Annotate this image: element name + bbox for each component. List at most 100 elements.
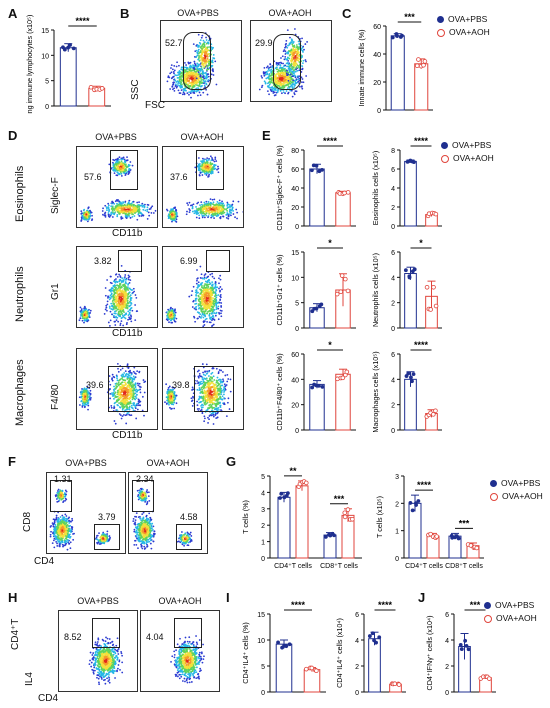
event-dot [137, 389, 140, 391]
event-dot [201, 297, 204, 300]
event-dot [260, 86, 263, 89]
event-dot [287, 73, 290, 76]
event-dot [178, 79, 181, 82]
event-dot [123, 414, 125, 416]
event-dot [200, 201, 203, 204]
event-dot [205, 170, 208, 173]
event-dot [80, 395, 83, 398]
legend-e: OVA+PBS OVA+AOH [441, 140, 494, 163]
event-dot [196, 213, 198, 216]
event-dot [128, 164, 130, 167]
event-dot [220, 312, 222, 315]
event-dot [122, 391, 125, 394]
event-dot [205, 159, 208, 162]
legend-aoh-marker [437, 28, 445, 37]
event-dot [141, 202, 144, 205]
event-dot [125, 323, 128, 326]
event-dot [283, 76, 285, 79]
event-dot [113, 165, 116, 168]
event-dot [118, 280, 121, 283]
event-dot [121, 164, 124, 167]
event-dot [210, 209, 213, 212]
event-dot [121, 367, 124, 370]
event-dot [136, 393, 138, 396]
event-dot [119, 394, 122, 397]
event-dot [129, 378, 132, 381]
event-dot [282, 77, 284, 80]
event-dot [121, 415, 124, 418]
event-dot [195, 83, 197, 86]
panel-letter-c: C [342, 6, 352, 21]
event-dot [296, 59, 299, 62]
event-dot [116, 202, 118, 205]
event-dot [214, 314, 217, 317]
event-dot [285, 42, 287, 45]
event-dot [127, 310, 130, 313]
event-dot [204, 53, 207, 56]
event-dot [136, 210, 139, 213]
event-dot [126, 159, 129, 162]
event-dot [113, 292, 116, 295]
event-dot [188, 91, 191, 94]
event-dot [81, 406, 84, 408]
event-dot [202, 75, 205, 78]
event-dot [201, 303, 204, 306]
event-dot [120, 285, 123, 288]
event-dot [143, 414, 145, 417]
event-dot [131, 398, 134, 401]
event-dot [214, 285, 217, 288]
event-dot [111, 378, 113, 381]
event-dot [130, 314, 132, 317]
event-dot [212, 215, 214, 218]
event-dot [207, 205, 209, 208]
event-dot [265, 77, 268, 80]
event-dot [298, 69, 301, 72]
event-dot [298, 75, 301, 78]
event-dot [215, 306, 218, 309]
event-dot [112, 284, 115, 287]
event-dot [88, 217, 91, 219]
event-dot [120, 290, 123, 293]
event-dot [125, 169, 128, 172]
event-dot [201, 51, 204, 54]
event-dot [292, 45, 295, 48]
event-dot [131, 385, 134, 388]
event-dot [192, 43, 195, 46]
legend-pbs-label: OVA+PBS [495, 600, 535, 610]
event-dot [294, 67, 297, 70]
event-dot [197, 298, 200, 301]
event-dot [201, 300, 204, 303]
event-dot [170, 64, 173, 67]
event-dot [151, 205, 154, 208]
event-dot [214, 208, 217, 211]
event-dot [213, 287, 216, 290]
event-dot [82, 388, 84, 391]
event-dot [211, 157, 213, 159]
event-dot [211, 317, 214, 320]
event-dot [113, 316, 115, 319]
event-dot [197, 89, 200, 92]
event-dot [190, 66, 192, 68]
event-dot [86, 318, 89, 321]
event-dot [289, 65, 291, 68]
event-dot [86, 385, 89, 388]
event-dot [200, 315, 203, 317]
event-dot [112, 297, 115, 300]
event-dot [136, 402, 139, 405]
event-dot [122, 324, 125, 327]
event-dot [114, 312, 117, 315]
event-dot [166, 315, 169, 317]
event-dot [300, 81, 303, 84]
event-dot [300, 76, 303, 79]
event-dot [226, 210, 229, 212]
event-dot [211, 162, 214, 165]
event-dot [173, 69, 176, 72]
event-dot [108, 210, 110, 213]
event-dot [175, 209, 178, 212]
event-dot [108, 296, 111, 299]
event-dot [129, 389, 132, 391]
legend-pbs-label: OVA+PBS [448, 14, 488, 24]
flow-b-ylabel: SSC [130, 79, 141, 100]
event-dot [270, 68, 273, 71]
event-dot [191, 74, 194, 77]
